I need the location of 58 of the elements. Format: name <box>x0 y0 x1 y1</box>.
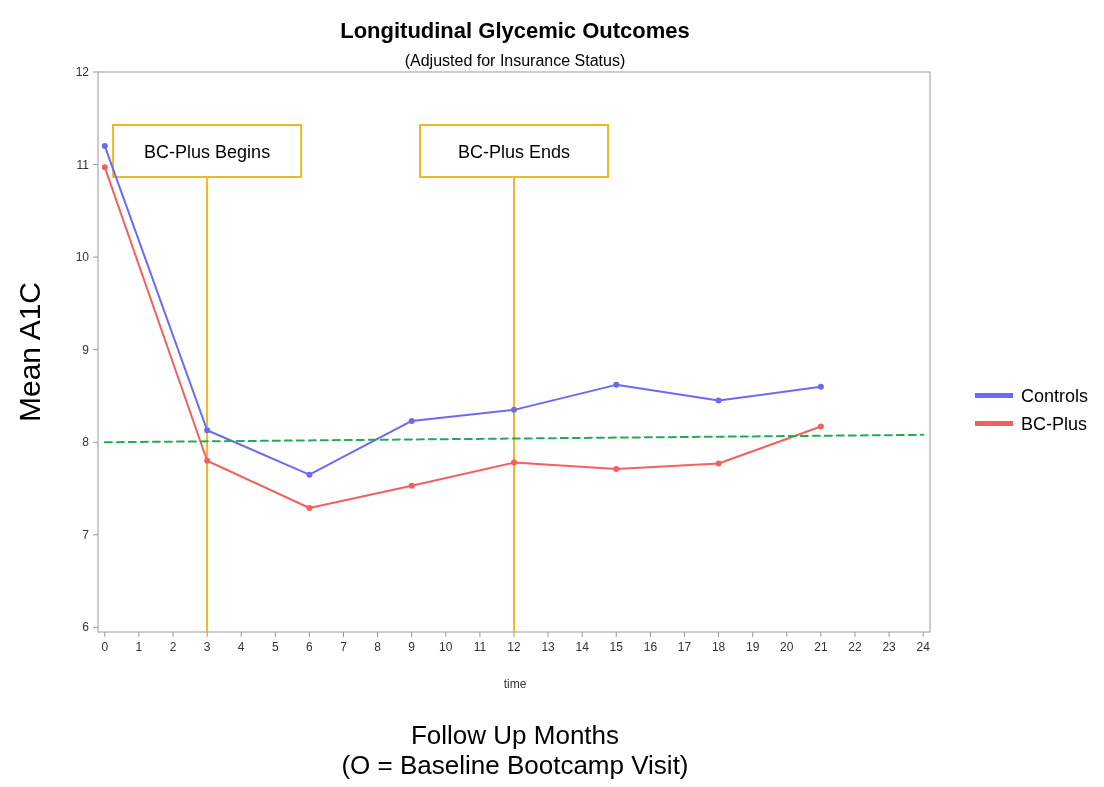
point <box>817 423 824 430</box>
point <box>204 457 211 464</box>
x-tick-label: 24 <box>916 640 931 654</box>
x-tick-label: 3 <box>203 640 211 654</box>
x-tick-label: 20 <box>780 640 794 654</box>
chart-title: Longitudinal Glycemic Outcomes <box>340 18 690 43</box>
y-tick-label: 10 <box>75 250 90 265</box>
point <box>204 427 211 434</box>
x-tick-label: 19 <box>746 640 760 654</box>
x-tick-label: 2 <box>169 640 177 654</box>
ref-line-label: BC-Plus Begins <box>144 142 271 162</box>
point <box>408 482 415 489</box>
x-tick-label: 18 <box>711 640 726 654</box>
y-tick-label: 7 <box>82 527 90 542</box>
y-tick-label: 9 <box>82 342 90 357</box>
text: (O = Baseline Bootcamp Visit) <box>341 750 689 780</box>
y-tick-label: 11 <box>76 157 90 172</box>
point <box>817 383 824 390</box>
y-tick-label: 8 <box>82 435 90 450</box>
x-tick-label: 5 <box>271 640 279 654</box>
x-tick-label: 12 <box>507 640 521 654</box>
x-tick-label: 11 <box>473 640 487 654</box>
point <box>101 143 108 150</box>
x-tick-label: 1 <box>135 640 143 654</box>
point <box>306 504 313 511</box>
x-tick-label: 4 <box>237 640 245 654</box>
point <box>101 164 108 171</box>
x-tick-label: 23 <box>882 640 897 654</box>
x-tick-label: 8 <box>374 640 382 654</box>
point <box>613 381 620 388</box>
ref-line-label: BC-Plus Ends <box>457 142 571 162</box>
legend-label: Controls <box>1021 386 1089 406</box>
x-tick-label: 7 <box>340 640 348 654</box>
point <box>613 466 620 473</box>
x-tick-label: 9 <box>408 640 416 654</box>
x-tick-label: 10 <box>439 640 453 654</box>
y-tick-label: 12 <box>75 65 90 79</box>
x-tick-label: 21 <box>814 640 828 654</box>
point <box>511 406 517 413</box>
x-tick-label: 6 <box>306 640 314 654</box>
x-tick-label: 15 <box>609 640 624 654</box>
point <box>306 471 313 478</box>
point <box>511 459 517 466</box>
chart-subtitle: (Adjusted for Insurance Status) <box>404 52 626 69</box>
text: Follow Up Months <box>410 720 620 750</box>
x-tick-label: 14 <box>575 640 590 654</box>
x-tick-label: 16 <box>643 640 658 654</box>
y-tick-label: 6 <box>82 620 90 635</box>
x-tick-label: 17 <box>677 640 692 654</box>
x-axis-title: time <box>503 677 527 691</box>
y-axis-title: Mean A1C <box>13 281 46 423</box>
x-tick-label: 22 <box>848 640 862 654</box>
point <box>715 460 722 467</box>
point <box>715 397 722 404</box>
x-tick-label: 0 <box>101 640 109 654</box>
point <box>408 417 415 424</box>
x-tick-label: 13 <box>541 640 556 654</box>
legend-label: BC-Plus <box>1021 414 1088 434</box>
